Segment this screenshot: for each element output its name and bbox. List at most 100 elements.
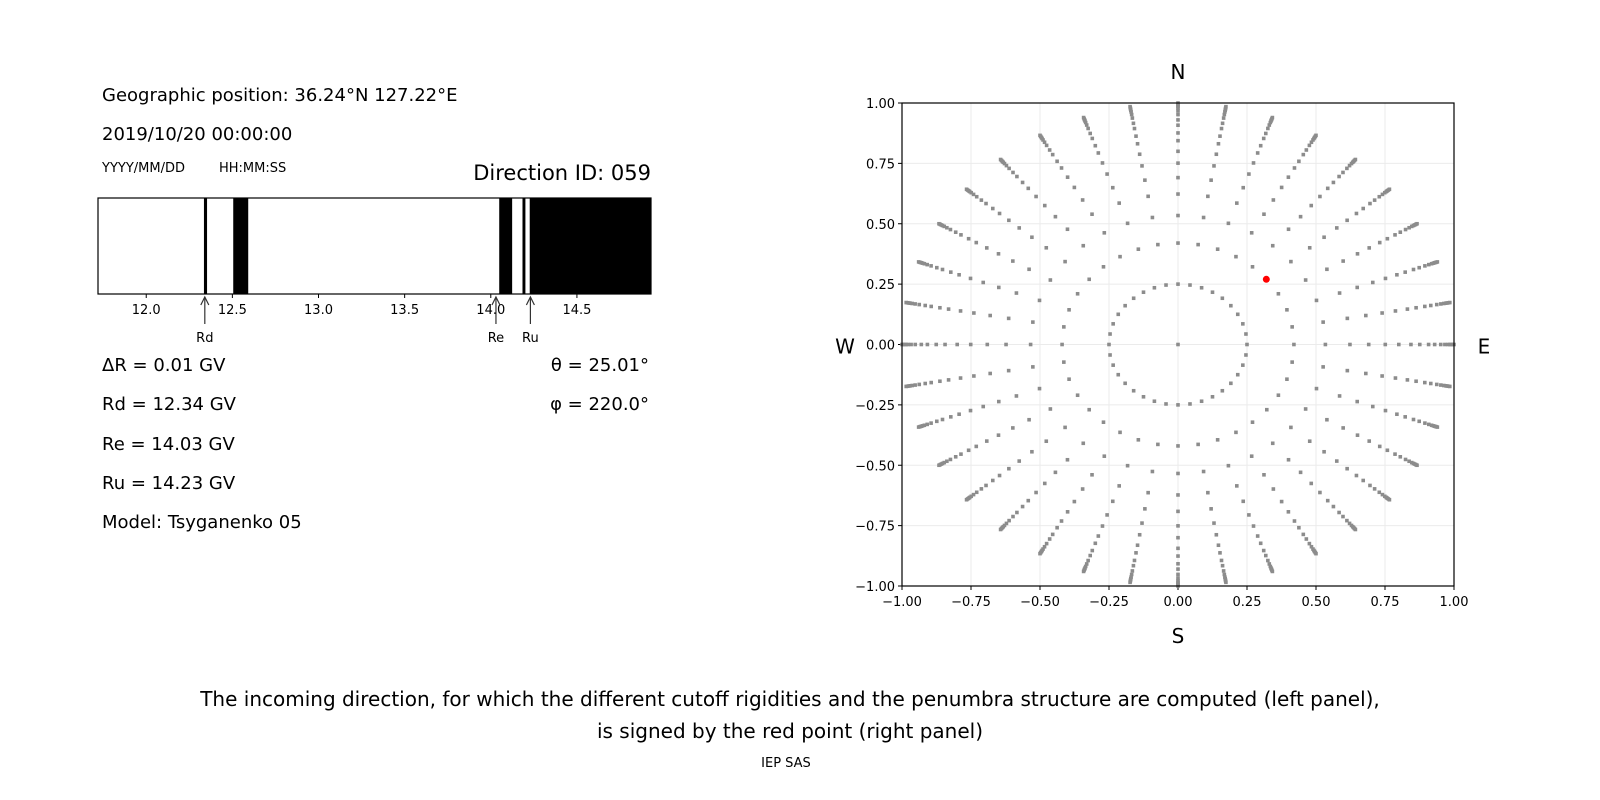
grid-point <box>964 187 969 192</box>
grid-point <box>1298 214 1303 219</box>
grid-point <box>974 240 979 245</box>
grid-point <box>1176 138 1180 143</box>
grid-point <box>1341 514 1345 519</box>
grid-point <box>1292 342 1296 347</box>
grid-point <box>1397 342 1401 347</box>
grid-point <box>946 378 951 382</box>
grid-point <box>1042 203 1047 208</box>
grid-point <box>1393 376 1398 380</box>
grid-point <box>949 415 953 419</box>
grid-point <box>1309 544 1314 549</box>
grid-point <box>1199 399 1204 404</box>
grid-point <box>929 264 933 268</box>
y-tick-label: −0.75 <box>855 520 895 535</box>
grid-point <box>1276 291 1281 296</box>
grid-point <box>1128 580 1132 585</box>
grid-point <box>1303 407 1308 411</box>
grid-point <box>917 302 922 307</box>
grid-point <box>1241 322 1245 326</box>
grid-point <box>1435 425 1440 429</box>
grid-point <box>1006 316 1011 321</box>
grid-point <box>968 342 973 347</box>
forbidden-band <box>203 198 208 294</box>
grid-point <box>934 342 939 347</box>
grid-point <box>998 527 1003 532</box>
grid-point <box>1026 498 1031 503</box>
grid-point <box>1014 291 1019 295</box>
grid-point <box>945 459 949 464</box>
grid-point <box>1266 558 1270 563</box>
grid-point <box>1383 342 1388 347</box>
grid-point <box>1448 384 1452 389</box>
rd-value: Rd = 12.34 GV <box>102 394 236 415</box>
grid-point <box>1270 441 1275 446</box>
grid-point <box>1345 166 1349 171</box>
grid-point <box>1090 136 1095 141</box>
marker-label-ru: Ru <box>522 331 539 346</box>
grid-point <box>1080 198 1085 202</box>
grid-point <box>1027 417 1031 422</box>
grid-point <box>923 303 928 308</box>
grid-point <box>959 452 963 456</box>
grid-point <box>1017 226 1022 230</box>
grid-point <box>1096 151 1101 155</box>
grid-point <box>1063 259 1067 264</box>
grid-point <box>1176 149 1180 154</box>
grid-point <box>1100 524 1105 528</box>
grid-point <box>971 492 976 497</box>
grid-point <box>1247 172 1251 176</box>
grid-point <box>1241 499 1246 504</box>
grid-point <box>1361 478 1366 483</box>
grid-point <box>1439 383 1443 387</box>
date-format-label: YYYY/MM/DD <box>102 161 185 176</box>
grid-point <box>1044 143 1049 148</box>
grid-point <box>1100 161 1105 165</box>
grid-point <box>1415 463 1419 468</box>
grid-point <box>1380 311 1384 315</box>
x-tick-label: 0.25 <box>1233 595 1262 610</box>
grid-point <box>1118 254 1122 259</box>
grid-point <box>1405 307 1410 311</box>
grid-point <box>1176 576 1180 580</box>
grid-point <box>1235 201 1239 205</box>
grid-point <box>1289 259 1293 264</box>
grid-point <box>1355 252 1360 256</box>
grid-point <box>1434 382 1439 387</box>
grid-point <box>1270 569 1275 574</box>
grid-point <box>1081 569 1086 574</box>
grid-point <box>1383 276 1388 281</box>
grid-point <box>1028 342 1033 347</box>
grid-point <box>1426 422 1431 427</box>
grid-point <box>1065 457 1070 462</box>
model-name: Model: Tsyganenko 05 <box>102 512 302 533</box>
grid-point <box>1337 174 1341 179</box>
grid-point <box>1234 254 1238 259</box>
grid-point <box>1135 141 1140 146</box>
grid-point <box>1235 372 1240 377</box>
grid-point <box>1429 423 1434 428</box>
grid-point <box>1325 417 1329 422</box>
grid-point <box>1345 368 1350 373</box>
grid-point <box>1364 313 1368 318</box>
grid-point <box>1206 490 1210 495</box>
grid-point <box>1403 227 1408 232</box>
grid-point <box>997 211 1002 216</box>
grid-point <box>1131 121 1136 126</box>
grid-point <box>904 384 908 389</box>
grid-point <box>1334 226 1339 230</box>
grid-point <box>1423 421 1427 425</box>
grid-point <box>1209 178 1213 182</box>
grid-point <box>1286 227 1291 232</box>
grid-point <box>1341 426 1345 430</box>
grid-point <box>1050 152 1055 157</box>
grid-point <box>1403 270 1407 274</box>
grid-point <box>1214 152 1219 157</box>
grid-point <box>1214 532 1219 537</box>
grid-point <box>984 246 989 250</box>
grid-point <box>1446 342 1450 347</box>
grid-point <box>1307 541 1312 546</box>
grid-point <box>1026 186 1031 191</box>
grid-point <box>1072 499 1077 504</box>
grid-point <box>1395 272 1399 277</box>
grid-point <box>916 425 921 429</box>
